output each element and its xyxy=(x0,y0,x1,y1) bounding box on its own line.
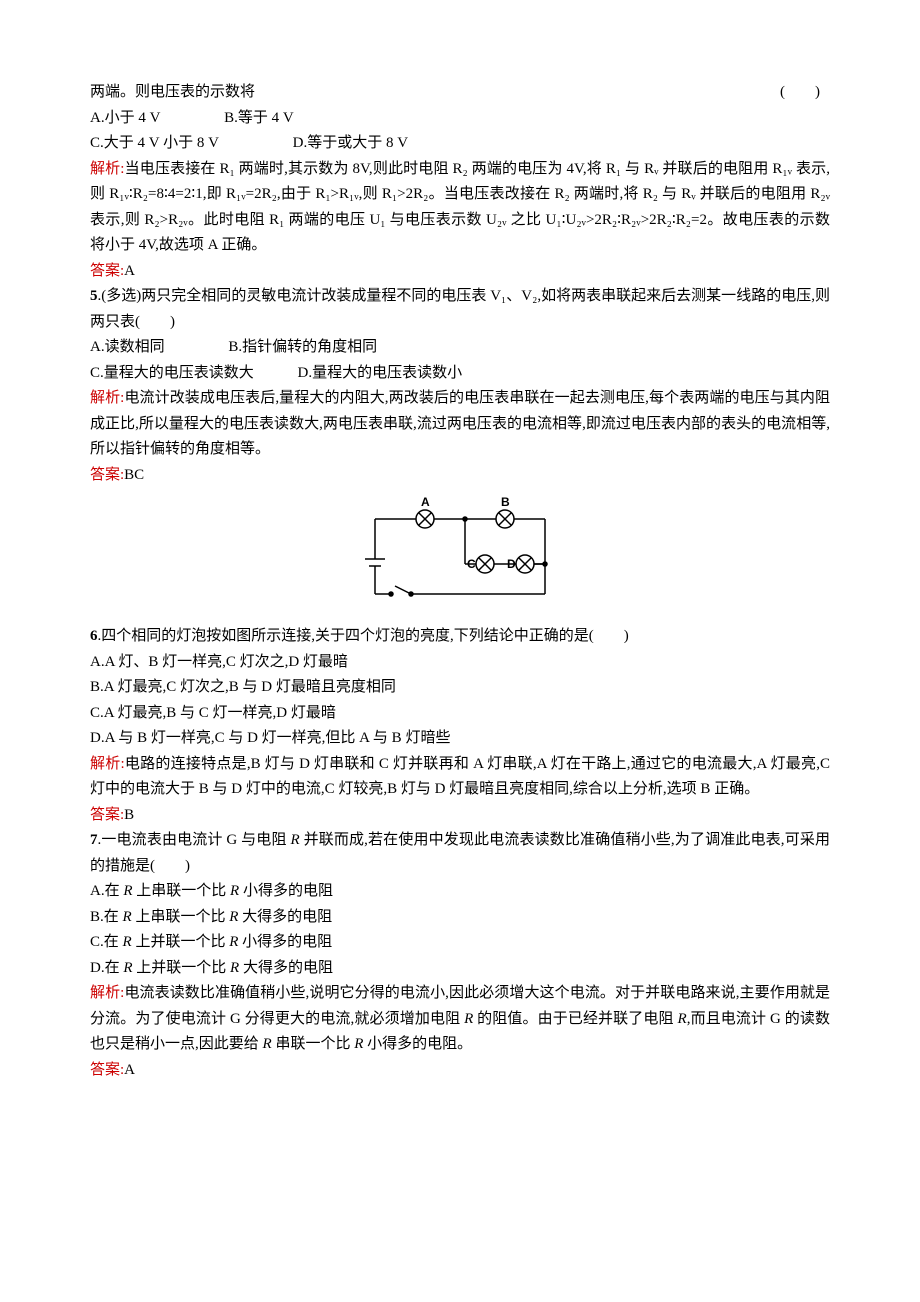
q7-answer: 答案:A xyxy=(90,1058,830,1084)
answer-label: 答案: xyxy=(90,263,124,279)
text: 串联一个比 xyxy=(272,1036,355,1052)
q6-analysis: 解析:电路的连接特点是,B 灯与 D 灯串联和 C 灯并联再和 A 灯串联,A … xyxy=(90,752,830,803)
q7-stem-r: R xyxy=(291,832,300,848)
q4-option-d: D.等于或大于 8 V xyxy=(293,131,408,157)
text: R xyxy=(263,1036,272,1052)
analysis-label: 解析: xyxy=(90,161,124,177)
q5-options-row2: C.量程大的电压表读数大 D.量程大的电压表读数小 xyxy=(90,361,830,387)
text: 小得多的电阻。 xyxy=(363,1036,472,1052)
q7-option-c: C.在 R 上并联一个比 R 小得多的电阻 xyxy=(90,930,830,956)
q6-answer: 答案:B xyxy=(90,803,830,829)
q6-circuit-diagram: A B C D xyxy=(355,494,565,614)
text: R xyxy=(230,883,239,899)
text: 大得多的电阻 xyxy=(238,909,332,925)
q6-analysis-text: 电路的连接特点是,B 灯与 D 灯串联和 C 灯并联再和 A 灯串联,A 灯在干… xyxy=(90,756,830,798)
q4-analysis-text: 当电压表接在 R₁ 两端时,其示数为 8V,则此时电阻 R₂ 两端的电压为 4V… xyxy=(90,161,830,254)
text: 上串联一个比 xyxy=(133,883,231,899)
text: 的阻值。由于已经并联了电阻 xyxy=(473,1011,677,1027)
q6-number: 6 xyxy=(90,628,98,644)
text: 小得多的电阻 xyxy=(238,934,332,950)
q7-stem: 7.一电流表由电流计 G 与电阻 R 并联而成,若在使用中发现此电流表读数比准确… xyxy=(90,828,830,879)
text: R xyxy=(464,1011,473,1027)
q7-number: 7 xyxy=(90,832,98,848)
analysis-label: 解析: xyxy=(90,756,125,772)
q5-analysis-text: 电流计改装成电压表后,量程大的内阻大,两改装后的电压表串联在一起去测电压,每个表… xyxy=(90,390,830,457)
q6-stem: 6.四个相同的灯泡按如图所示连接,关于四个灯泡的亮度,下列结论中正确的是( ) xyxy=(90,624,830,650)
text: R xyxy=(123,934,132,950)
q6-stem-text: .四个相同的灯泡按如图所示连接,关于四个灯泡的亮度,下列结论中正确的是( ) xyxy=(98,628,629,644)
bulb-label-b: B xyxy=(501,495,510,509)
q4-blank-paren: ( ) xyxy=(780,80,830,106)
text: R xyxy=(230,960,239,976)
analysis-label: 解析: xyxy=(90,390,124,406)
bulb-label-c: C xyxy=(467,557,476,571)
text: 上串联一个比 xyxy=(132,909,230,925)
text: R xyxy=(229,934,238,950)
text: 上并联一个比 xyxy=(132,934,230,950)
text: C.在 xyxy=(90,934,123,950)
q5-option-c: C.量程大的电压表读数大 xyxy=(90,361,254,387)
text: R xyxy=(678,1011,687,1027)
text: R xyxy=(123,883,132,899)
q4-options-row1: A.小于 4 V B.等于 4 V xyxy=(90,106,830,132)
text: D.在 xyxy=(90,960,123,976)
q5-option-a: A.读数相同 xyxy=(90,335,165,361)
bulb-label-a: A xyxy=(421,495,430,509)
q6-option-a: A.A 灯、B 灯一样亮,C 灯次之,D 灯最暗 xyxy=(90,650,830,676)
q5-option-b: B.指针偏转的角度相同 xyxy=(228,335,377,361)
q7-stem-pre: .一电流表由电流计 G 与电阻 xyxy=(98,832,291,848)
text: R xyxy=(123,909,132,925)
text: B.在 xyxy=(90,909,123,925)
q5-analysis: 解析:电流计改装成电压表后,量程大的内阻大,两改装后的电压表串联在一起去测电压,… xyxy=(90,386,830,463)
answer-label: 答案: xyxy=(90,467,124,483)
text: A.在 xyxy=(90,883,123,899)
answer-label: 答案: xyxy=(90,807,124,823)
text: 上并联一个比 xyxy=(133,960,231,976)
q6-option-b: B.A 灯最亮,C 灯次之,B 与 D 灯最暗且亮度相同 xyxy=(90,675,830,701)
answer-label: 答案: xyxy=(90,1062,124,1078)
q7-option-d: D.在 R 上并联一个比 R 大得多的电阻 xyxy=(90,956,830,982)
text: 大得多的电阻 xyxy=(239,960,333,976)
q7-answer-value: A xyxy=(124,1062,135,1078)
q4-stem-continuation: 两端。则电压表的示数将 ( ) xyxy=(90,80,830,106)
q4-option-a: A.小于 4 V xyxy=(90,106,160,132)
q4-option-c: C.大于 4 V 小于 8 V xyxy=(90,131,219,157)
text: R xyxy=(123,960,132,976)
q5-answer: 答案:BC xyxy=(90,463,830,489)
q5-stem: 5.(多选)两只完全相同的灵敏电流计改装成量程不同的电压表 V₁、V₂,如将两表… xyxy=(90,284,830,335)
q6-option-c: C.A 灯最亮,B 与 C 灯一样亮,D 灯最暗 xyxy=(90,701,830,727)
q6-answer-value: B xyxy=(124,807,134,823)
q5-stem-text: 两只完全相同的灵敏电流计改装成量程不同的电压表 V₁、V₂,如将两表串联起来后去… xyxy=(90,288,830,330)
q7-option-b: B.在 R 上串联一个比 R 大得多的电阻 xyxy=(90,905,830,931)
q5-option-d: D.量程大的电压表读数小 xyxy=(298,361,463,387)
q5-answer-value: BC xyxy=(124,467,144,483)
q7-analysis: 解析:电流表读数比准确值稍小些,说明它分得的电流小,因此必须增大这个电流。对于并… xyxy=(90,981,830,1058)
q4-options-row2: C.大于 4 V 小于 8 V D.等于或大于 8 V xyxy=(90,131,830,157)
bulb-label-d: D xyxy=(507,557,516,571)
text: 小得多的电阻 xyxy=(239,883,333,899)
q6-option-d: D.A 与 B 灯一样亮,C 与 D 灯一样亮,但比 A 与 B 灯暗些 xyxy=(90,726,830,752)
q7-option-a: A.在 R 上串联一个比 R 小得多的电阻 xyxy=(90,879,830,905)
q5-options-row1: A.读数相同 B.指针偏转的角度相同 xyxy=(90,335,830,361)
q4-answer: 答案:A xyxy=(90,259,830,285)
q5-number: 5 xyxy=(90,288,98,304)
text: R xyxy=(354,1036,363,1052)
q4-analysis: 解析:当电压表接在 R₁ 两端时,其示数为 8V,则此时电阻 R₂ 两端的电压为… xyxy=(90,157,830,259)
q4-stem-text: 两端。则电压表的示数将 xyxy=(90,84,255,100)
analysis-label: 解析: xyxy=(90,985,124,1001)
q4-option-b: B.等于 4 V xyxy=(224,106,294,132)
q5-tag: .(多选) xyxy=(98,288,142,304)
q4-answer-value: A xyxy=(124,263,135,279)
text: R xyxy=(229,909,238,925)
